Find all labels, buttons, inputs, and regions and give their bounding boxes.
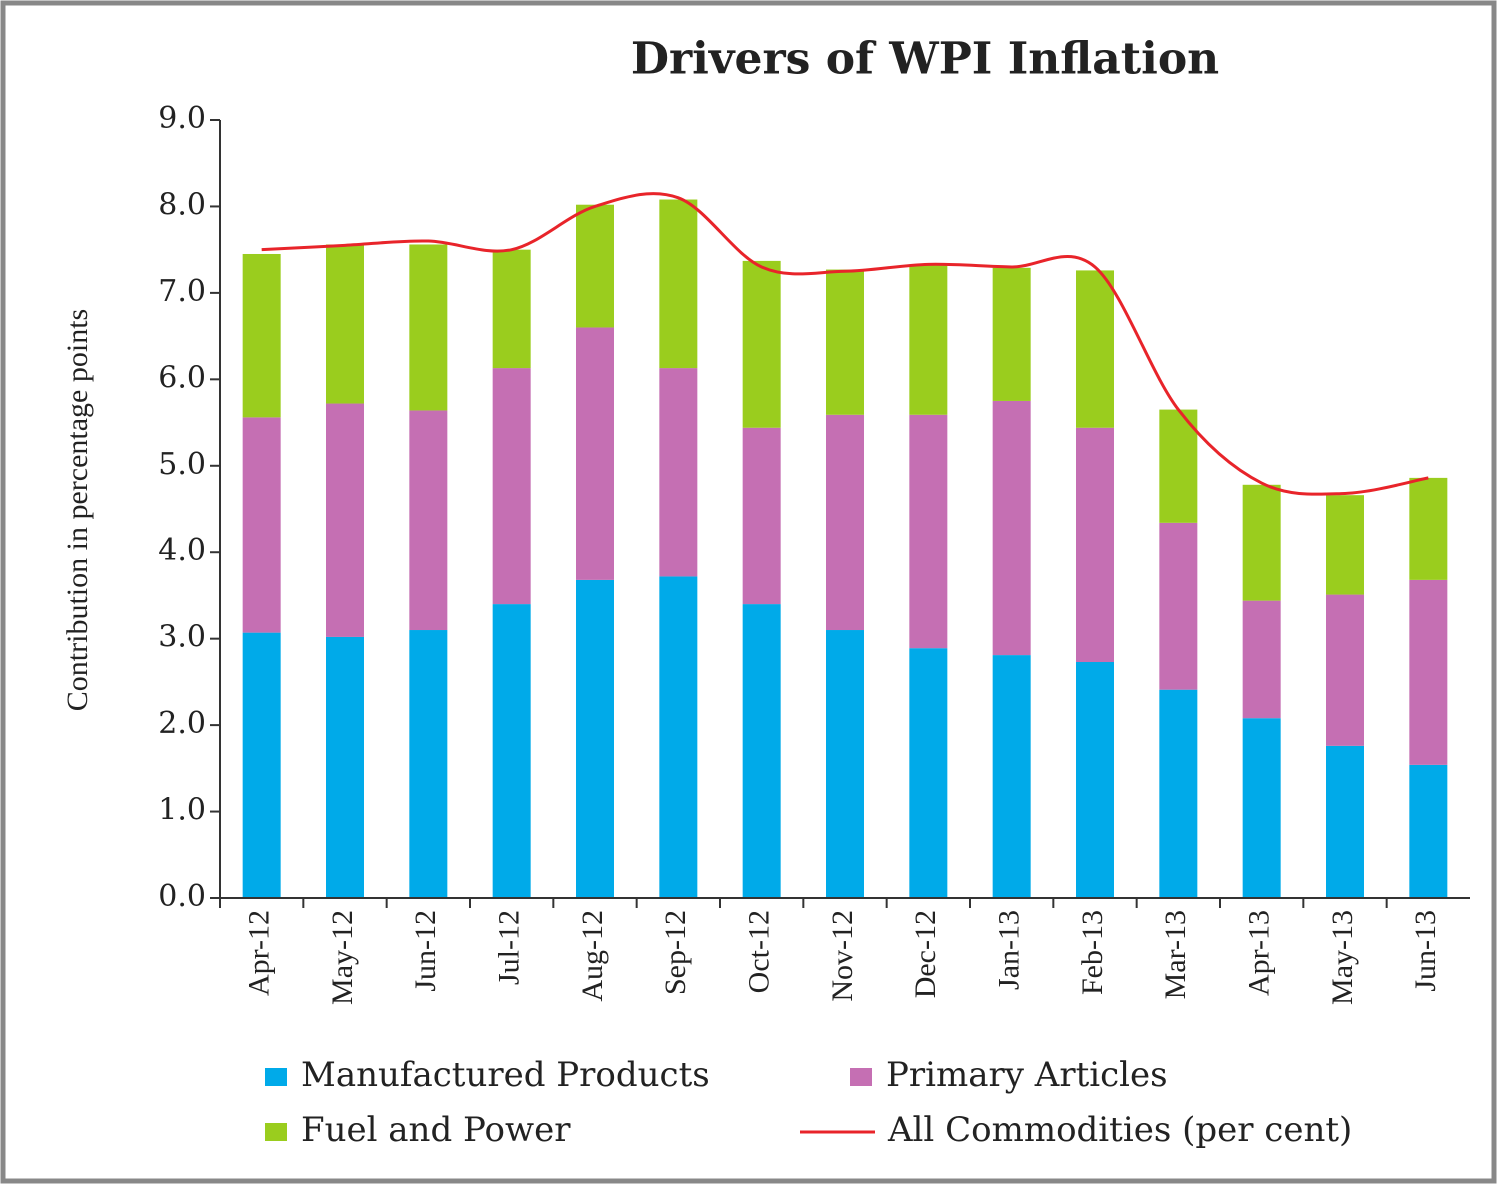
legend-label: All Commodities (per cent) (887, 1110, 1352, 1150)
y-tick-label: 0.0 (158, 879, 206, 914)
bar-segment (826, 269, 864, 415)
y-tick-label: 9.0 (158, 101, 206, 136)
bar-segment (326, 636, 364, 898)
x-tick-label: May-12 (326, 910, 359, 1005)
bar-segment (1409, 477, 1448, 580)
bar-segment (409, 244, 448, 411)
y-tick-label: 4.0 (158, 533, 206, 568)
x-tick-label: Sep-12 (659, 910, 692, 995)
bar-segment (909, 648, 948, 898)
bar-segment (1242, 484, 1281, 601)
bar-segment (826, 414, 864, 631)
bar-segment (742, 604, 781, 898)
x-tick-label: Jan-13 (993, 910, 1026, 990)
legend-label: Primary Articles (886, 1055, 1168, 1095)
bar-segment (576, 204, 614, 328)
legend-label: Manufactured Products (301, 1055, 710, 1095)
bar-segment (1409, 764, 1448, 898)
bar-segment (659, 199, 698, 369)
x-tick-label: Apr-13 (1243, 910, 1276, 996)
x-tick-label: Feb-13 (1076, 910, 1109, 995)
y-tick-label: 1.0 (158, 793, 206, 828)
legend-swatch (850, 1068, 872, 1086)
bar-segment (909, 414, 948, 649)
bar-segment (659, 576, 698, 898)
x-tick-label: May-13 (1326, 910, 1359, 1005)
bar-segment (576, 579, 614, 898)
y-tick-label: 2.0 (158, 706, 206, 741)
bar-segment (1076, 427, 1114, 663)
bar-segment (909, 264, 948, 415)
legend-swatch (265, 1123, 287, 1141)
x-tick-label: Jul-12 (493, 910, 526, 985)
y-tick-label: 3.0 (158, 620, 206, 655)
legend-label: Fuel and Power (301, 1110, 571, 1150)
x-tick-label: Oct-12 (743, 910, 776, 993)
bar-segment (326, 244, 364, 404)
x-tick-label: Mar-13 (1159, 910, 1192, 999)
legend-swatch (265, 1068, 287, 1086)
y-tick-label: 8.0 (158, 187, 206, 222)
bar-segment (659, 368, 698, 577)
x-tick-label: Jun-12 (409, 910, 442, 992)
bar-segment (409, 630, 448, 898)
bar-segment (1159, 689, 1198, 898)
bar-segment (992, 267, 1031, 401)
bar-segment (1242, 600, 1281, 719)
bar-segment (742, 427, 781, 605)
bar-segment (242, 632, 281, 898)
x-tick-label: Dec-12 (909, 910, 942, 998)
bar-segment (409, 410, 448, 631)
bar-segment (1076, 270, 1114, 428)
bar-segment (576, 327, 614, 580)
line (261, 192, 1429, 496)
x-tick-label: Apr-12 (243, 910, 276, 996)
x-tick-label: Aug-12 (576, 910, 609, 1002)
bar-segment (1159, 522, 1198, 690)
bar-segment (492, 368, 531, 605)
y-tick-label: 7.0 (158, 274, 206, 309)
bar-segment (1076, 662, 1114, 898)
x-tick-label: Nov-12 (826, 910, 859, 1002)
y-axis-label: Contribution in percentage points (61, 309, 94, 711)
bar-segment (1326, 745, 1364, 898)
chart-title: Drivers of WPI Inflation (631, 34, 1219, 85)
y-tick-label: 6.0 (158, 360, 206, 395)
y-tick-label: 5.0 (158, 447, 206, 482)
bar-segment (492, 249, 531, 369)
bar-segment (242, 253, 281, 418)
bar-segment (992, 400, 1031, 656)
bar-segment (242, 417, 281, 633)
bar-segment (492, 604, 531, 898)
bar-segment (1242, 718, 1281, 898)
bar-segment (1326, 495, 1364, 595)
x-tick-label: Jun-13 (1409, 910, 1442, 992)
bar-segment (992, 655, 1031, 898)
bar-segment (326, 403, 364, 637)
bar-segment (742, 260, 781, 428)
bar-segment (1409, 579, 1448, 765)
bar-segment (1326, 594, 1364, 746)
bar-segment (1159, 409, 1198, 523)
bar-segment (826, 630, 864, 898)
